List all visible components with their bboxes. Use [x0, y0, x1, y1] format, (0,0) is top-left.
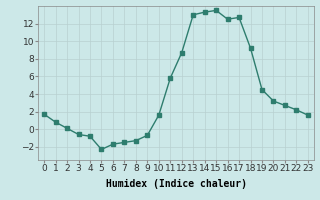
X-axis label: Humidex (Indice chaleur): Humidex (Indice chaleur): [106, 179, 246, 189]
